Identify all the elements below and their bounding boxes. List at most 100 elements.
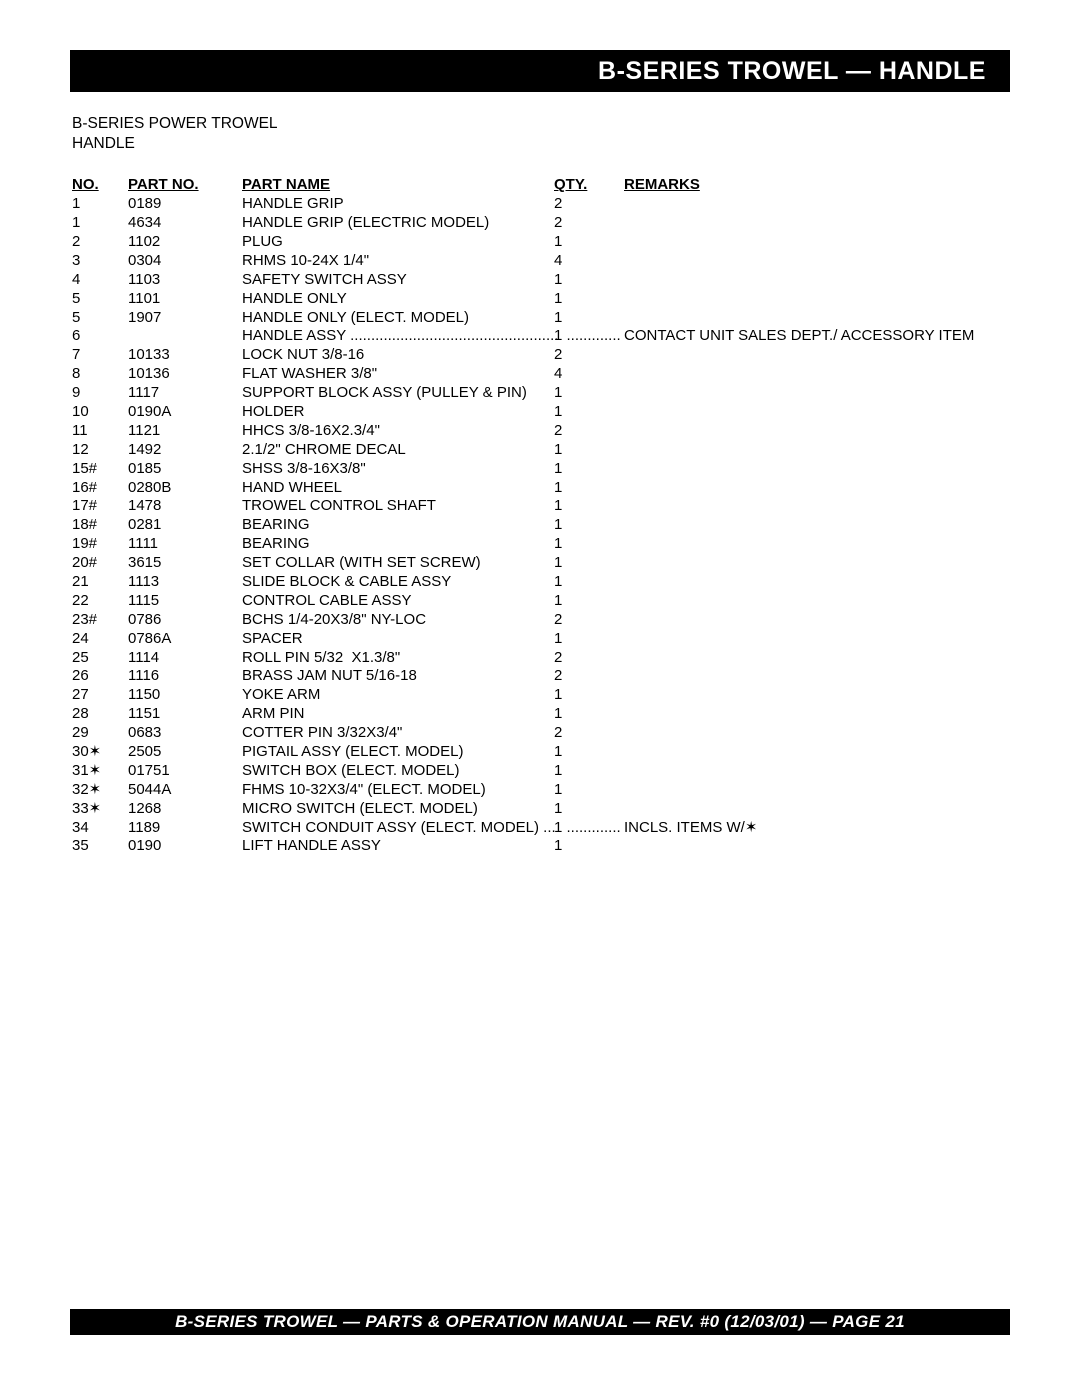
cell-name: SHSS 3/8-16X3/8" <box>242 460 554 479</box>
cell-name: ARM PIN <box>242 705 554 724</box>
cell-no: 20# <box>72 554 128 573</box>
cell-qty: 1 <box>554 516 624 535</box>
cell-remarks <box>624 441 1010 460</box>
cell-partno: 1151 <box>128 705 242 724</box>
cell-no: 5 <box>72 290 128 309</box>
cell-partno: 1114 <box>128 649 242 668</box>
cell-qty: 2 <box>554 346 624 365</box>
cell-qty: 2 <box>554 724 624 743</box>
table-row: 100190AHOLDER1 <box>72 403 1010 422</box>
cell-qty: 1 <box>554 384 624 403</box>
cell-name: TROWEL CONTROL SHAFT <box>242 497 554 516</box>
cell-no: 2 <box>72 233 128 252</box>
header-bar: B-SERIES TROWEL — HANDLE <box>70 50 1010 92</box>
cell-partno: 0683 <box>128 724 242 743</box>
cell-partno: 1116 <box>128 667 242 686</box>
cell-name: HOLDER <box>242 403 554 422</box>
table-row: 51907HANDLE ONLY (ELECT. MODEL)1 <box>72 309 1010 328</box>
cell-remarks <box>624 535 1010 554</box>
table-header-row: NO. PART NO. PART NAME QTY. REMARKS <box>72 176 1010 195</box>
cell-qty: 2 <box>554 422 624 441</box>
cell-qty: 1 <box>554 441 624 460</box>
cell-name: BRASS JAM NUT 5/16-18 <box>242 667 554 686</box>
cell-remarks: CONTACT UNIT SALES DEPT./ ACCESSORY ITEM <box>624 327 1010 346</box>
cell-partno: 0280B <box>128 479 242 498</box>
cell-partno: 4634 <box>128 214 242 233</box>
table-row: 20#3615SET COLLAR (WITH SET SCREW)1 <box>72 554 1010 573</box>
cell-no: 16# <box>72 479 128 498</box>
cell-qty: 1 <box>554 705 624 724</box>
table-row: 10189HANDLE GRIP2 <box>72 195 1010 214</box>
cell-remarks <box>624 611 1010 630</box>
table-row: 30✶2505PIGTAIL ASSY (ELECT. MODEL)1 <box>72 743 1010 762</box>
subtitle-line1: B-SERIES POWER TROWEL <box>72 114 1010 134</box>
cell-no: 17# <box>72 497 128 516</box>
cell-remarks <box>624 837 1010 856</box>
cell-remarks <box>624 516 1010 535</box>
cell-partno: 0786A <box>128 630 242 649</box>
cell-remarks: INCLS. ITEMS W/✶ <box>624 819 1010 838</box>
cell-no: 11 <box>72 422 128 441</box>
cell-no: 29 <box>72 724 128 743</box>
cell-no: 21 <box>72 573 128 592</box>
table-row: 16#0280BHAND WHEEL1 <box>72 479 1010 498</box>
footer-bar: B-SERIES TROWEL — PARTS & OPERATION MANU… <box>70 1309 1010 1335</box>
cell-qty: 1 <box>554 800 624 819</box>
cell-no: 3 <box>72 252 128 271</box>
cell-no: 9 <box>72 384 128 403</box>
cell-name: HANDLE ONLY (ELECT. MODEL) <box>242 309 554 328</box>
cell-no: 7 <box>72 346 128 365</box>
cell-partno: 1113 <box>128 573 242 592</box>
cell-name: ROLL PIN 5/32 X1.3/8" <box>242 649 554 668</box>
cell-qty: 1 <box>554 271 624 290</box>
table-row: 17#1478TROWEL CONTROL SHAFT1 <box>72 497 1010 516</box>
cell-name: LIFT HANDLE ASSY <box>242 837 554 856</box>
cell-qty: 2 <box>554 611 624 630</box>
cell-qty: 1 <box>554 460 624 479</box>
cell-qty: 1 <box>554 309 624 328</box>
table-row: 51101HANDLE ONLY1 <box>72 290 1010 309</box>
table-row: 271150YOKE ARM1 <box>72 686 1010 705</box>
cell-remarks <box>624 195 1010 214</box>
cell-qty: 2 <box>554 649 624 668</box>
cell-name: SAFETY SWITCH ASSY <box>242 271 554 290</box>
cell-name: RHMS 10-24X 1/4" <box>242 252 554 271</box>
cell-remarks <box>624 762 1010 781</box>
cell-qty: 1 <box>554 573 624 592</box>
cell-remarks <box>624 479 1010 498</box>
cell-partno: 0190 <box>128 837 242 856</box>
header-qty: QTY. <box>554 176 624 195</box>
cell-no: 1 <box>72 214 128 233</box>
table-row: 341189SWITCH CONDUIT ASSY (ELECT. MODEL)… <box>72 819 1010 838</box>
cell-name: HAND WHEEL <box>242 479 554 498</box>
cell-remarks <box>624 649 1010 668</box>
table-row: 21102PLUG1 <box>72 233 1010 252</box>
cell-qty: 1 <box>554 837 624 856</box>
cell-name: LOCK NUT 3/8-16 <box>242 346 554 365</box>
cell-remarks <box>624 290 1010 309</box>
table-row: 281151ARM PIN1 <box>72 705 1010 724</box>
cell-remarks <box>624 384 1010 403</box>
cell-no: 15# <box>72 460 128 479</box>
cell-no: 18# <box>72 516 128 535</box>
table-row: 810136FLAT WASHER 3/8"4 <box>72 365 1010 384</box>
table-row: 18#0281BEARING1 <box>72 516 1010 535</box>
cell-remarks <box>624 724 1010 743</box>
cell-name: COTTER PIN 3/32X3/4" <box>242 724 554 743</box>
table-row: 23#0786BCHS 1/4-20X3/8" NY-LOC2 <box>72 611 1010 630</box>
cell-name: FLAT WASHER 3/8" <box>242 365 554 384</box>
table-row: 221115CONTROL CABLE ASSY1 <box>72 592 1010 611</box>
cell-name: 2.1/2" CHROME DECAL <box>242 441 554 460</box>
cell-partno: 1121 <box>128 422 242 441</box>
cell-name: SPACER <box>242 630 554 649</box>
cell-no: 25 <box>72 649 128 668</box>
table-row: 14634HANDLE GRIP (ELECTRIC MODEL)2 <box>72 214 1010 233</box>
cell-remarks <box>624 309 1010 328</box>
cell-qty: 4 <box>554 252 624 271</box>
cell-partno: 1150 <box>128 686 242 705</box>
table-row: 1214922.1/2" CHROME DECAL1 <box>72 441 1010 460</box>
cell-partno <box>128 327 242 346</box>
cell-no: 4 <box>72 271 128 290</box>
cell-partno: 0190A <box>128 403 242 422</box>
cell-partno: 1117 <box>128 384 242 403</box>
